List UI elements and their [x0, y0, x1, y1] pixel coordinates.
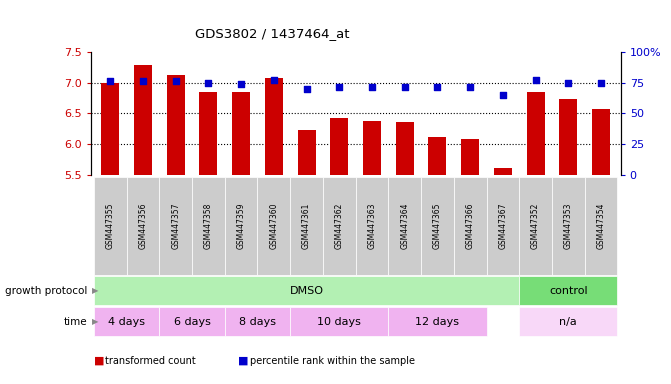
- Text: ▶: ▶: [92, 317, 99, 326]
- Text: 4 days: 4 days: [108, 316, 145, 327]
- Text: GSM447365: GSM447365: [433, 202, 442, 249]
- Bar: [396, 122, 414, 175]
- Text: 12 days: 12 days: [415, 316, 460, 327]
- Text: time: time: [64, 316, 87, 327]
- Point: [497, 92, 508, 98]
- Bar: [330, 118, 348, 175]
- Text: GSM447363: GSM447363: [368, 202, 376, 249]
- Bar: [429, 137, 446, 175]
- Text: transformed count: transformed count: [105, 356, 196, 366]
- Point: [203, 79, 214, 86]
- Point: [236, 81, 246, 87]
- Bar: [494, 168, 512, 175]
- Text: GSM447352: GSM447352: [531, 202, 540, 249]
- Point: [170, 78, 181, 84]
- Text: GSM447357: GSM447357: [171, 202, 180, 249]
- Point: [138, 78, 148, 84]
- Text: GSM447355: GSM447355: [106, 202, 115, 249]
- Bar: [199, 92, 217, 175]
- Text: GSM447359: GSM447359: [237, 202, 246, 249]
- Point: [563, 79, 574, 86]
- Point: [465, 84, 476, 91]
- Text: 8 days: 8 days: [239, 316, 276, 327]
- Point: [596, 79, 607, 86]
- Point: [399, 84, 410, 91]
- Text: GSM447361: GSM447361: [302, 202, 311, 249]
- Text: 10 days: 10 days: [317, 316, 361, 327]
- Point: [301, 86, 312, 92]
- Bar: [265, 78, 282, 175]
- Text: ■: ■: [238, 356, 249, 366]
- Point: [105, 78, 115, 84]
- Point: [530, 77, 541, 83]
- Bar: [560, 99, 577, 175]
- Point: [432, 84, 443, 91]
- Text: GSM447362: GSM447362: [335, 202, 344, 249]
- Text: ▶: ▶: [92, 286, 99, 295]
- Text: GSM447358: GSM447358: [204, 202, 213, 249]
- Text: GSM447353: GSM447353: [564, 202, 573, 249]
- Text: GSM447366: GSM447366: [466, 202, 474, 249]
- Text: GSM447360: GSM447360: [269, 202, 278, 249]
- Bar: [363, 121, 381, 175]
- Bar: [134, 65, 152, 175]
- Text: growth protocol: growth protocol: [5, 286, 87, 296]
- Bar: [101, 83, 119, 175]
- Text: GSM447364: GSM447364: [400, 202, 409, 249]
- Bar: [297, 130, 315, 175]
- Text: 6 days: 6 days: [174, 316, 211, 327]
- Text: ■: ■: [94, 356, 105, 366]
- Bar: [592, 109, 610, 175]
- Text: GSM447367: GSM447367: [499, 202, 507, 249]
- Text: GSM447354: GSM447354: [597, 202, 605, 249]
- Bar: [461, 139, 479, 175]
- Text: GDS3802 / 1437464_at: GDS3802 / 1437464_at: [195, 27, 349, 40]
- Text: DMSO: DMSO: [290, 286, 323, 296]
- Point: [334, 84, 345, 91]
- Text: control: control: [549, 286, 588, 296]
- Point: [268, 77, 279, 83]
- Point: [366, 84, 377, 91]
- Text: percentile rank within the sample: percentile rank within the sample: [250, 356, 415, 366]
- Bar: [527, 92, 545, 175]
- Text: n/a: n/a: [560, 316, 577, 327]
- Bar: [232, 92, 250, 175]
- Bar: [166, 75, 185, 175]
- Text: GSM447356: GSM447356: [138, 202, 148, 249]
